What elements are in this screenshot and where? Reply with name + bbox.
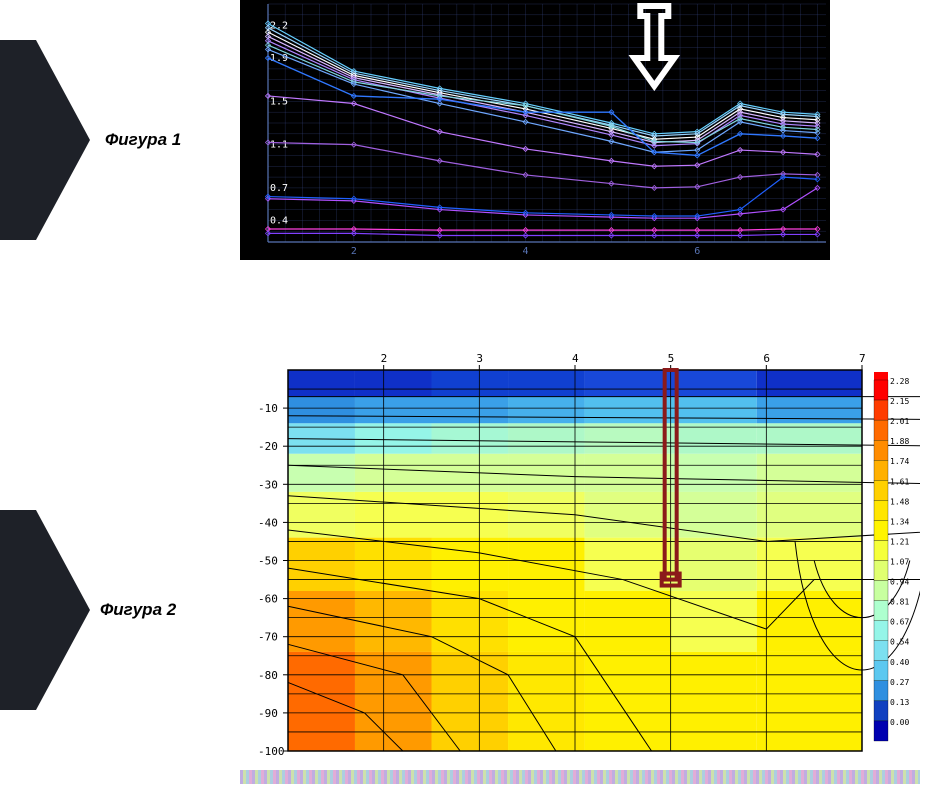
- svg-text:0.54: 0.54: [890, 638, 909, 647]
- figure-1-chart: 0.40.71.11.51.92.2246: [240, 0, 830, 260]
- pointer-shape-2: [0, 510, 90, 710]
- svg-text:-10: -10: [258, 402, 278, 415]
- svg-text:1.61: 1.61: [890, 477, 909, 486]
- figure-2-chart: 2 3 4 5 6 7 -10 -20 -30 -40 -50 -60 -70 -80 -90 -100 2.2…: [240, 350, 920, 755]
- svg-text:0.00: 0.00: [890, 718, 909, 727]
- svg-text:1.34: 1.34: [890, 517, 909, 526]
- svg-text:0.4: 0.4: [270, 215, 288, 226]
- svg-text:-80: -80: [258, 669, 278, 682]
- svg-text:5: 5: [668, 352, 675, 365]
- svg-text:2: 2: [381, 352, 388, 365]
- svg-text:-90: -90: [258, 707, 278, 720]
- svg-text:-40: -40: [258, 516, 278, 529]
- svg-text:-30: -30: [258, 478, 278, 491]
- svg-text:0.7: 0.7: [270, 183, 288, 194]
- svg-text:6: 6: [763, 352, 770, 365]
- svg-text:0.13: 0.13: [890, 698, 909, 707]
- svg-text:2.28: 2.28: [890, 377, 909, 386]
- svg-text:1.1: 1.1: [270, 140, 288, 151]
- svg-text:4: 4: [523, 246, 529, 257]
- svg-text:3: 3: [476, 352, 483, 365]
- svg-text:1.88: 1.88: [890, 437, 909, 446]
- svg-text:-100: -100: [258, 745, 285, 755]
- figure-1-label: Фигура 1: [105, 130, 181, 150]
- figure-2-label: Фигура 2: [100, 600, 176, 620]
- svg-text:4: 4: [572, 352, 579, 365]
- svg-text:0.67: 0.67: [890, 618, 909, 627]
- svg-text:-50: -50: [258, 555, 278, 568]
- noise-bar: [240, 770, 920, 784]
- svg-text:2.15: 2.15: [890, 397, 909, 406]
- svg-text:1.48: 1.48: [890, 497, 909, 506]
- svg-text:1.07: 1.07: [890, 558, 909, 567]
- svg-text:-70: -70: [258, 631, 278, 644]
- svg-text:7: 7: [859, 352, 866, 365]
- svg-text:0.94: 0.94: [890, 578, 909, 587]
- svg-text:0.40: 0.40: [890, 658, 909, 667]
- pointer-shape-1: [0, 40, 90, 240]
- svg-text:-20: -20: [258, 440, 278, 453]
- svg-text:6: 6: [694, 246, 700, 257]
- svg-text:1.74: 1.74: [890, 457, 909, 466]
- svg-text:-60: -60: [258, 593, 278, 606]
- svg-text:0.81: 0.81: [890, 598, 909, 607]
- svg-text:0.27: 0.27: [890, 678, 909, 687]
- svg-text:1.21: 1.21: [890, 537, 909, 546]
- svg-text:2.01: 2.01: [890, 417, 909, 426]
- svg-text:2: 2: [351, 246, 357, 257]
